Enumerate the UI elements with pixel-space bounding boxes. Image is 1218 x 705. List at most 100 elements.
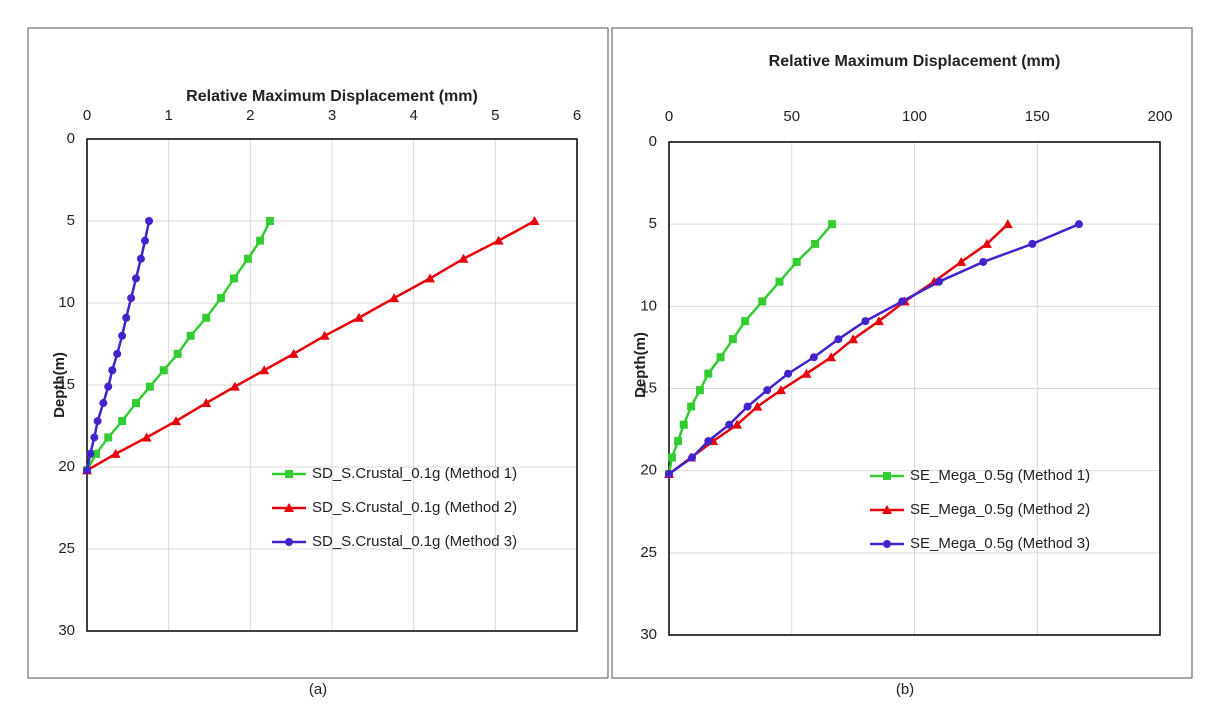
marker: [458, 253, 469, 263]
y-axis-label: Depth(m): [51, 352, 68, 418]
marker: [256, 236, 265, 245]
marker: [665, 469, 673, 478]
marker: [775, 277, 784, 286]
marker: [493, 235, 504, 245]
marker: [425, 273, 435, 283]
marker: [801, 368, 812, 378]
series-line: [86, 219, 536, 472]
x-tick-label: 0: [665, 108, 673, 125]
x-tick-label: 0: [83, 107, 91, 124]
marker: [83, 466, 91, 475]
marker: [230, 274, 238, 283]
y-tick-label: 0: [649, 133, 657, 150]
y-tick-label: 20: [58, 458, 75, 475]
marker: [90, 433, 99, 442]
y-tick-label: 20: [640, 462, 657, 479]
marker: [110, 448, 121, 458]
marker: [695, 386, 704, 395]
series-line: [667, 223, 833, 475]
y-tick-label: 30: [58, 622, 75, 639]
marker: [743, 402, 752, 411]
plot-border: [86, 138, 578, 632]
x-tick-label: 150: [1025, 108, 1050, 125]
marker: [861, 317, 870, 326]
marker: [171, 416, 182, 426]
marker: [389, 293, 400, 303]
marker: [140, 236, 149, 245]
legend-label: SD_S.Crustal_0.1g (Method 3): [312, 533, 517, 550]
marker: [186, 331, 195, 340]
marker: [679, 420, 688, 429]
legend-marker: [285, 538, 293, 546]
panel: Relative Maximum Displacement (mm) 0 1 2 3 4 5…: [27, 27, 609, 698]
y-tick-label: 15: [58, 376, 75, 393]
marker: [265, 217, 274, 225]
panel: Relative Maximum Displacement (mm)0 50 100…: [611, 27, 1193, 698]
plot-border: [668, 141, 1161, 636]
marker: [229, 381, 240, 391]
marker: [259, 365, 270, 375]
marker: [132, 399, 140, 408]
panel-border: [611, 27, 1193, 679]
x-tick-label: 2: [246, 107, 254, 124]
marker: [1002, 219, 1013, 229]
y-tick-label: 10: [58, 294, 75, 311]
caption: (a): [309, 681, 327, 698]
marker: [93, 417, 102, 426]
marker: [674, 437, 683, 446]
x-tick-label: 1: [164, 107, 172, 124]
marker: [216, 294, 225, 303]
x-tick-label: 50: [783, 108, 800, 125]
marker: [981, 238, 992, 248]
marker: [118, 417, 127, 426]
marker: [935, 277, 944, 286]
marker: [828, 220, 837, 229]
marker: [145, 382, 154, 391]
marker: [809, 353, 818, 362]
marker: [687, 402, 696, 411]
legend-marker: [882, 505, 892, 514]
caption: (b): [896, 681, 914, 698]
marker: [141, 432, 152, 442]
marker: [784, 369, 793, 378]
legend-marker: [285, 470, 293, 478]
marker: [99, 399, 108, 408]
marker: [529, 216, 540, 225]
marker: [704, 437, 713, 446]
marker: [104, 382, 113, 391]
marker: [91, 449, 100, 458]
marker: [758, 297, 767, 306]
marker: [113, 349, 122, 358]
marker: [201, 398, 212, 408]
marker: [243, 254, 252, 263]
y-tick-label: 25: [640, 544, 657, 561]
x-tick-label: 100: [902, 108, 927, 125]
marker: [118, 331, 127, 340]
y-tick-label: 5: [67, 212, 75, 229]
marker: [898, 297, 907, 306]
x-tick-label: 6: [573, 107, 581, 124]
y-tick-label: 10: [640, 297, 657, 314]
marker: [752, 401, 763, 411]
marker: [136, 254, 145, 263]
marker: [811, 239, 820, 248]
marker: [145, 217, 154, 225]
marker: [667, 453, 676, 462]
legend-marker: [883, 472, 891, 480]
y-tick-label: 25: [58, 540, 75, 557]
panel-border: [27, 27, 609, 679]
y-tick-label: 15: [640, 379, 657, 396]
marker: [728, 335, 737, 344]
marker: [173, 349, 182, 358]
marker: [127, 294, 136, 303]
x-tick-label: 3: [328, 107, 336, 124]
marker: [104, 433, 113, 442]
marker: [122, 313, 131, 322]
series-line: [668, 223, 1009, 475]
marker: [826, 352, 837, 362]
marker: [1074, 220, 1083, 229]
series-line: [85, 220, 272, 471]
marker: [288, 348, 299, 358]
